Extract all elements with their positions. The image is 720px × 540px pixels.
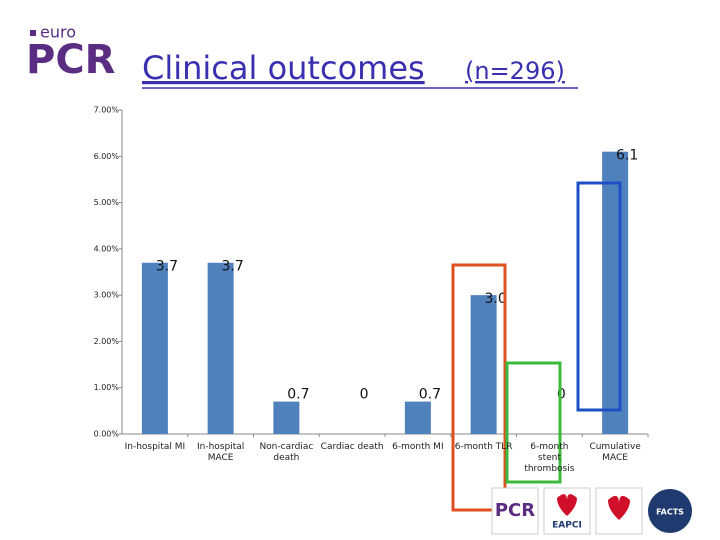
y-tick-label: 5.00%	[94, 198, 120, 207]
y-tick-label: 2.00%	[94, 337, 120, 346]
x-tick-label: 6-month TLR	[454, 442, 513, 452]
y-tick-label: 3.00%	[94, 291, 120, 300]
bar	[602, 151, 629, 434]
footer-logo-text: FACTS	[656, 508, 684, 517]
data-label: 3.7	[156, 259, 178, 275]
heart-icon	[608, 495, 630, 520]
y-tick-label: 0.00%	[94, 430, 120, 439]
bar	[273, 401, 300, 434]
x-tick-label: 6-month MI	[392, 442, 444, 452]
footer-logo-text: PCR	[495, 500, 535, 521]
x-tick-label: Cumulative MACE	[589, 442, 641, 463]
chart-title: Clinical outcomes	[142, 49, 425, 87]
footer-logo-box	[543, 487, 591, 535]
y-tick-label: 6.00%	[94, 152, 120, 161]
y-tick-label: 4.00%	[94, 244, 120, 253]
footer-logo-box	[491, 487, 539, 535]
highlight-box	[576, 181, 622, 412]
x-tick-label: In-hospital MI	[124, 442, 186, 452]
x-tick-label: 6-month stent thrombosis	[524, 442, 575, 474]
data-label: 3.0	[484, 291, 506, 307]
footer-logo-circle	[648, 489, 692, 533]
highlight-box	[451, 263, 507, 512]
x-tick-label: In-hospital MACE	[196, 442, 245, 463]
data-label: 0.7	[419, 386, 441, 402]
y-tick-label: 7.00%	[94, 106, 120, 115]
bar	[207, 262, 234, 434]
logo-small: euro	[40, 23, 76, 42]
footer-logo-text: EAPCI	[552, 521, 582, 531]
logo-dot	[30, 30, 36, 36]
logo-big: PCR	[26, 37, 115, 83]
chart-title-suffix: (n=296)	[465, 57, 565, 85]
bar	[470, 295, 497, 434]
data-label: 0	[360, 386, 369, 402]
y-tick-label: 1.00%	[94, 383, 120, 392]
heart-icon	[557, 494, 577, 516]
x-tick-label: Non-cardiac death	[259, 442, 314, 463]
x-tick-label: Cardiac death	[320, 442, 384, 452]
data-label: 6.1	[616, 148, 638, 164]
data-label: 3.7	[221, 259, 243, 275]
bar	[141, 262, 168, 434]
data-label: 0.7	[287, 386, 309, 402]
highlight-box	[505, 361, 562, 484]
bar	[404, 401, 431, 434]
